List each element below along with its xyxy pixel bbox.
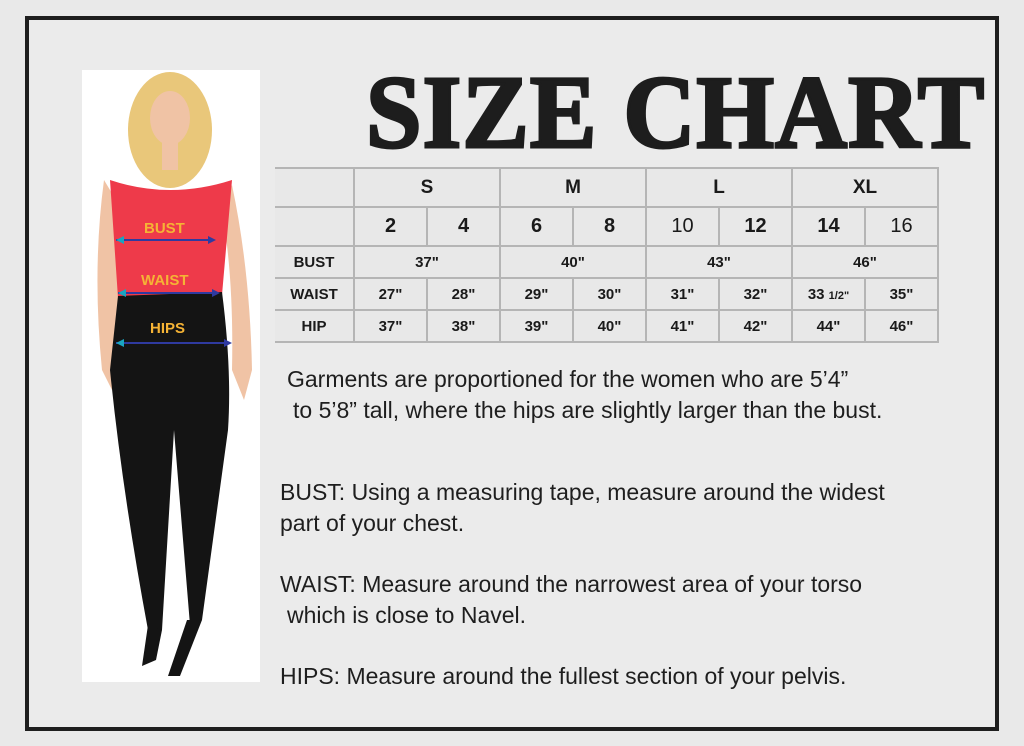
intro-line-2: to 5’8” tall, where the hips are slightl… [293, 397, 883, 423]
waist-value: 29" [499, 277, 574, 311]
hip-value: 40" [572, 309, 647, 343]
bust-value: 43" [645, 245, 793, 279]
size-group: L [645, 167, 793, 208]
row-label: HIP [275, 309, 355, 343]
size-number: 10 [645, 206, 720, 247]
empty-cell [275, 167, 355, 208]
size-number: 14 [791, 206, 866, 247]
bust-label: BUST [144, 220, 185, 237]
waist-value: 31" [645, 277, 720, 311]
size-number: 2 [353, 206, 428, 247]
model-photo [82, 70, 260, 682]
size-group: S [353, 167, 501, 208]
model-figure [97, 72, 252, 676]
row-label: BUST [275, 245, 355, 279]
size-group: XL [791, 167, 939, 208]
size-number: 12 [718, 206, 793, 247]
size-group-row: S M L XL [275, 167, 939, 208]
waist-row: WAIST 27" 28" 29" 30" 31" 32" 33 1/2" 35… [275, 277, 939, 311]
waist-value: 30" [572, 277, 647, 311]
waist-value: 35" [864, 277, 939, 311]
bust-value: 40" [499, 245, 647, 279]
bust-instruction-2: part of your chest. [280, 510, 465, 536]
row-label: WAIST [275, 277, 355, 311]
waist-value: 33 1/2" [791, 277, 866, 311]
bust-value: 37" [353, 245, 501, 279]
waist-value: 27" [353, 277, 428, 311]
size-number-row: 2 4 6 8 10 12 14 16 [275, 206, 939, 247]
size-number: 16 [864, 206, 939, 247]
waist-value: 32" [718, 277, 793, 311]
hip-value: 38" [426, 309, 501, 343]
hips-instruction: HIPS: Measure around the fullest section… [280, 663, 847, 689]
hip-value: 42" [718, 309, 793, 343]
waist-label: WAIST [141, 272, 189, 289]
size-group: M [499, 167, 647, 208]
waist-value: 28" [426, 277, 501, 311]
hip-row: HIP 37" 38" 39" 40" 41" 42" 44" 46" [275, 309, 939, 343]
intro-line-1: Garments are proportioned for the women … [287, 366, 849, 392]
size-number: 4 [426, 206, 501, 247]
hip-value: 46" [864, 309, 939, 343]
hip-value: 37" [353, 309, 428, 343]
hips-label: HIPS [150, 320, 186, 337]
bust-instruction-1: BUST: Using a measuring tape, measure ar… [280, 479, 885, 505]
hip-value: 44" [791, 309, 866, 343]
size-number: 8 [572, 206, 647, 247]
size-number: 6 [499, 206, 574, 247]
bust-value: 46" [791, 245, 939, 279]
waist-instruction-1: WAIST: Measure around the narrowest area… [280, 571, 863, 597]
size-table: S M L XL 2 4 6 8 10 12 14 16 BUST 37" 40… [275, 167, 939, 343]
waist-whole: 33 [807, 285, 825, 303]
waist-fraction: 1/2" [828, 289, 850, 302]
hip-value: 39" [499, 309, 574, 343]
bust-row: BUST 37" 40" 43" 46" [275, 245, 939, 279]
page-title: SIZE CHART [365, 55, 986, 170]
empty-cell [275, 206, 355, 247]
hip-value: 41" [645, 309, 720, 343]
waist-instruction-2: which is close to Navel. [287, 602, 527, 628]
